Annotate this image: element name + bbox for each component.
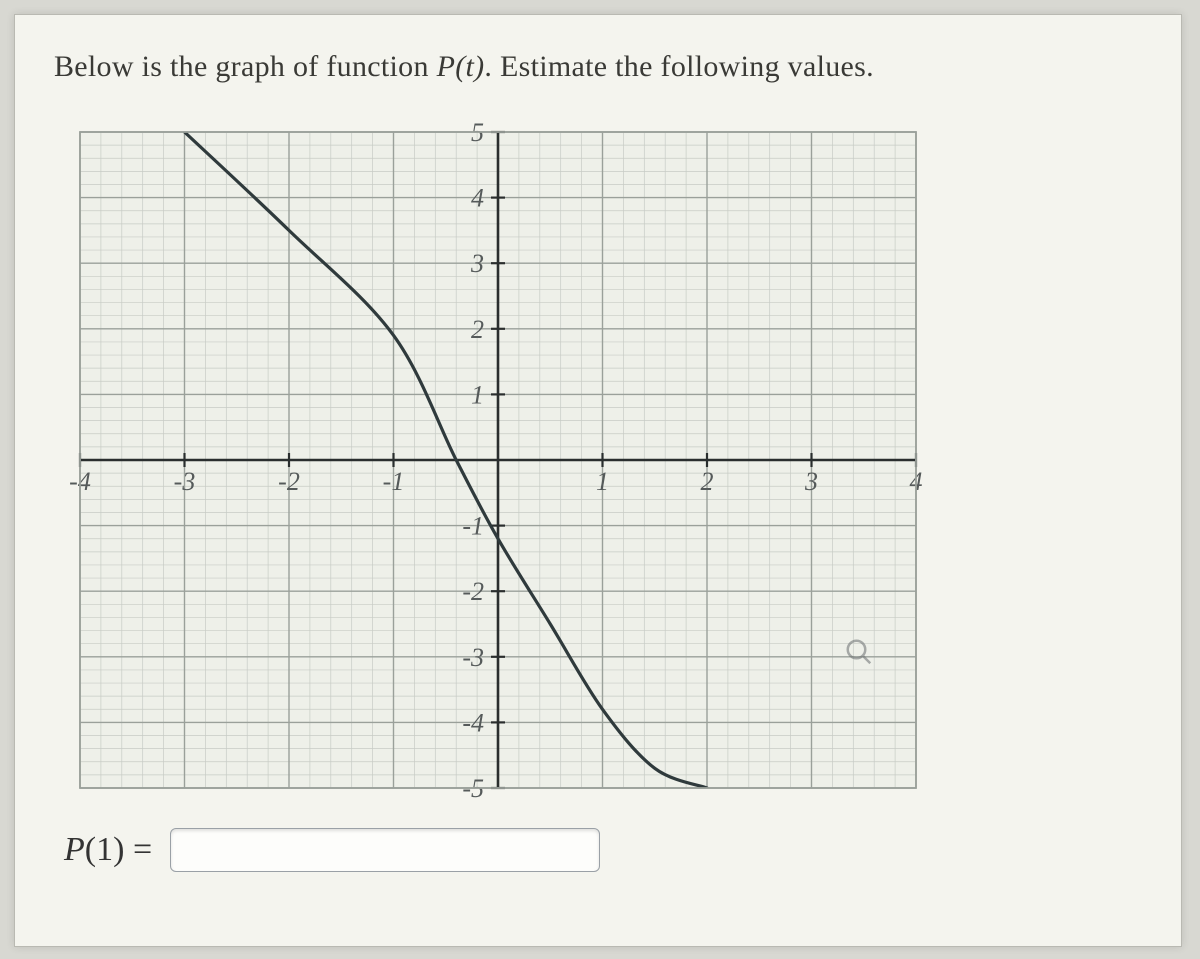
question-prompt: Below is the graph of function P(t). Est… [54,50,1142,84]
svg-text:1: 1 [596,467,609,496]
function-graph: -4-3-2-1123454321-1-2-3-4-5 [58,110,938,810]
svg-text:2: 2 [471,315,484,344]
svg-text:-2: -2 [462,577,484,606]
svg-text:3: 3 [804,467,818,496]
svg-text:-2: -2 [278,467,300,496]
svg-text:4: 4 [471,184,484,213]
chart-container: -4-3-2-1123454321-1-2-3-4-5 [58,110,938,810]
prompt-suffix: . Estimate the following values. [484,50,874,83]
svg-text:-3: -3 [174,467,196,496]
svg-text:1: 1 [471,380,484,409]
answer-equals: = [124,831,152,868]
answer-fn: P [64,831,85,868]
zoom-icon[interactable] [844,637,874,672]
prompt-prefix: Below is the graph of function [54,50,437,83]
svg-text:-4: -4 [462,708,484,737]
svg-text:3: 3 [470,249,484,278]
answer-label: P(1) = [64,831,152,869]
worksheet-page: Below is the graph of function P(t). Est… [14,14,1182,947]
answer-arg: (1) [85,831,125,868]
svg-text:-1: -1 [462,512,484,541]
svg-text:-3: -3 [462,643,484,672]
svg-text:-1: -1 [383,467,405,496]
answer-row: P(1) = [64,828,1142,872]
answer-input[interactable] [170,828,600,872]
prompt-function: P(t) [437,50,485,83]
svg-text:2: 2 [701,467,714,496]
